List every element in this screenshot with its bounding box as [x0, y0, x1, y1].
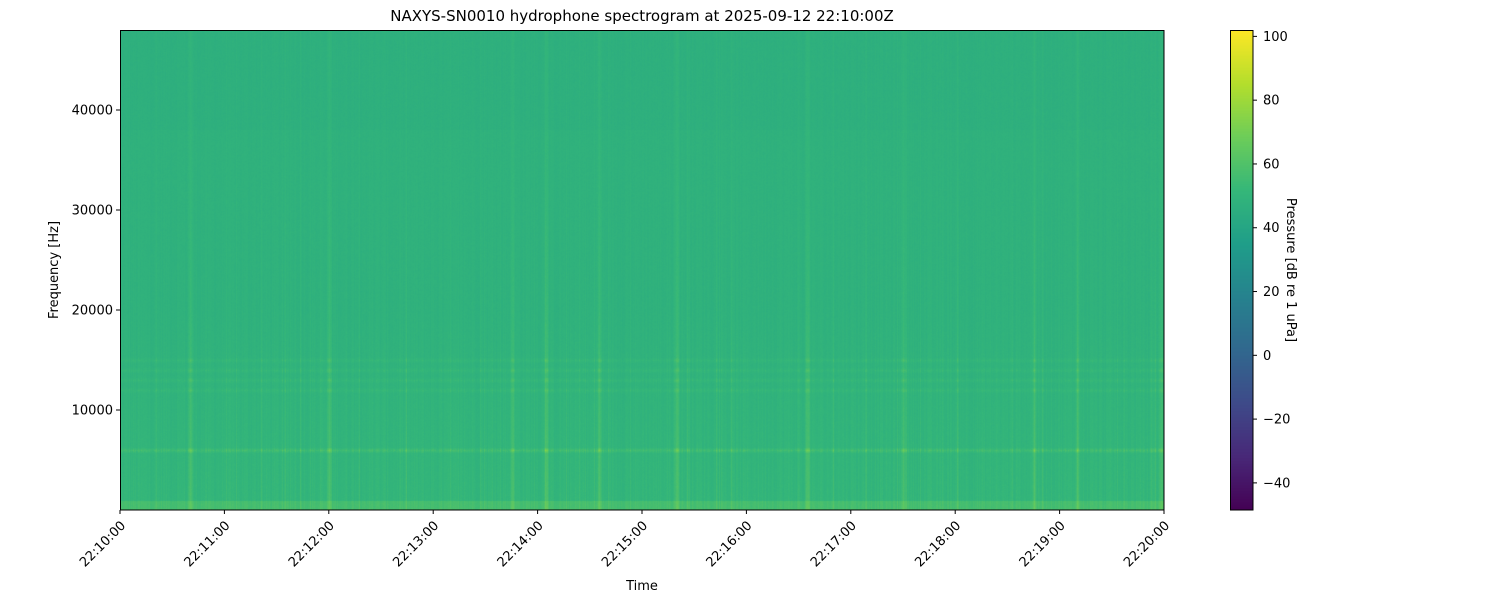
x-tick-label: 22:20:00 [1121, 518, 1173, 570]
x-tick-label: 22:16:00 [704, 518, 756, 570]
colorbar-label: Pressure [dB re 1 uPa] [1283, 198, 1298, 342]
colorbar-tick-label: 20 [1263, 285, 1280, 300]
colorbar-tick-label: 100 [1263, 30, 1288, 45]
y-tick-label: 40000 [72, 104, 113, 119]
x-tick-label: 22:12:00 [286, 518, 338, 570]
colorbar-axis: −40 −20 0 20 40 60 80 100 [1253, 30, 1290, 491]
plot-frame [120, 30, 1165, 511]
colorbar-tick-label: −40 [1263, 476, 1290, 491]
colorbar-gradient [1230, 30, 1253, 510]
y-tick-label: 30000 [72, 204, 113, 219]
y-tick-label: 20000 [72, 304, 113, 319]
x-tick-label: 22:15:00 [599, 518, 651, 570]
x-tick-label: 22:19:00 [1017, 518, 1069, 570]
x-tick-label: 22:13:00 [390, 518, 442, 570]
colorbar-frame [1230, 30, 1254, 511]
colorbar-tick-label: 40 [1263, 221, 1280, 236]
colorbar-tick-label: −20 [1263, 413, 1290, 428]
y-axis: 10000 20000 30000 40000 [72, 104, 120, 419]
x-tick-label: 22:18:00 [912, 518, 964, 570]
chart-title: NAXYS-SN0010 hydrophone spectrogram at 2… [390, 7, 894, 25]
x-tick-label: 22:14:00 [495, 518, 547, 570]
x-axis: 22:10:00 22:11:00 22:12:00 22:13:00 22:14:00… [77, 510, 1173, 570]
y-tick-label: 10000 [72, 404, 113, 419]
x-axis-label: Time [625, 579, 658, 594]
y-axis-label: Frequency [Hz] [47, 221, 62, 319]
colorbar-tick-label: 60 [1263, 157, 1280, 172]
spectrogram-image [120, 30, 1164, 510]
x-tick-label: 22:10:00 [77, 518, 129, 570]
x-tick-label: 22:11:00 [182, 518, 234, 570]
x-tick-label: 22:17:00 [808, 518, 860, 570]
colorbar-tick-label: 0 [1263, 349, 1271, 364]
colorbar-tick-label: 80 [1263, 94, 1280, 109]
